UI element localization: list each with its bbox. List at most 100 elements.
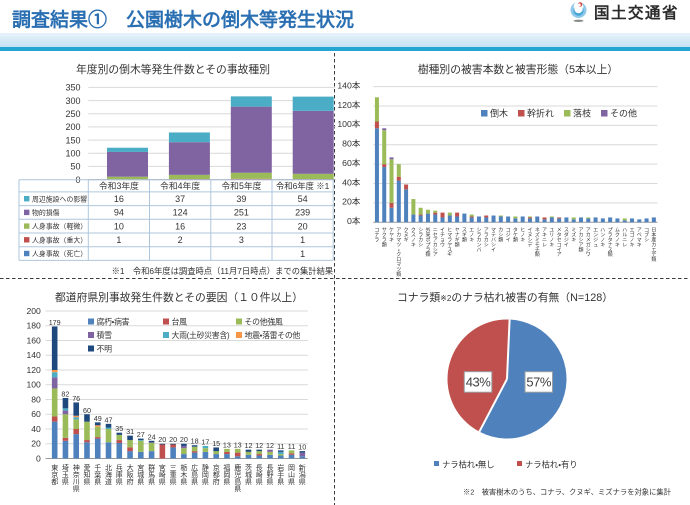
svg-text:鹿児島県: 鹿児島県 xyxy=(234,463,241,493)
svg-text:福岡県: 福岡県 xyxy=(223,463,230,486)
svg-text:スダジイ: スダジイ xyxy=(564,228,569,249)
svg-text:三重県: 三重県 xyxy=(170,464,177,486)
svg-text:94: 94 xyxy=(114,208,124,218)
svg-text:20: 20 xyxy=(31,439,41,449)
svg-text:アカマツ・クロマツ類: アカマツ・クロマツ類 xyxy=(396,228,401,278)
svg-text:0: 0 xyxy=(36,453,41,463)
svg-text:179: 179 xyxy=(49,318,61,327)
svg-text:20: 20 xyxy=(298,221,308,231)
svg-text:物的損傷: 物的損傷 xyxy=(32,208,60,217)
svg-text:ニセアカシア: ニセアカシア xyxy=(433,228,438,259)
svg-text:人身事故（軽微）: 人身事故（軽微） xyxy=(32,222,87,231)
svg-text:幹折れ: 幹折れ xyxy=(527,108,554,119)
svg-text:350: 350 xyxy=(65,83,80,93)
svg-text:ナラ枯れ・有り: ナラ枯れ・有り xyxy=(525,460,578,470)
svg-text:13: 13 xyxy=(234,440,242,449)
svg-text:15: 15 xyxy=(212,439,220,448)
svg-text:年度別の倒木等発生件数とその事故種別: 年度別の倒木等発生件数とその事故種別 xyxy=(76,62,270,76)
svg-text:コナラ類※2のナラ枯れ被害の有無（N=128）: コナラ類※2のナラ枯れ被害の有無（N=128） xyxy=(397,290,613,304)
svg-text:ナラ枯れ・無し: ナラ枯れ・無し xyxy=(442,460,495,470)
svg-text:北海道: 北海道 xyxy=(105,464,112,486)
svg-text:54: 54 xyxy=(298,194,308,204)
svg-text:ネズミモチ類: ネズミモチ類 xyxy=(535,228,540,259)
svg-text:千葉県: 千葉県 xyxy=(94,463,101,486)
svg-text:宮崎県: 宮崎県 xyxy=(159,463,166,486)
svg-text:60: 60 xyxy=(31,409,41,419)
svg-text:令和3年度: 令和3年度 xyxy=(99,180,139,191)
svg-text:1: 1 xyxy=(116,235,121,245)
svg-text:イチョウ: イチョウ xyxy=(440,228,445,249)
svg-text:12: 12 xyxy=(266,441,274,450)
svg-text:スギ類: スギ類 xyxy=(462,228,467,244)
svg-text:メタセコイア: メタセコイア xyxy=(557,228,562,259)
svg-text:ヒノキ: ヒノキ xyxy=(520,228,525,244)
svg-text:静岡県: 静岡県 xyxy=(202,463,209,486)
svg-text:アラカシ: アラカシ xyxy=(484,228,489,249)
svg-text:10: 10 xyxy=(298,443,306,452)
svg-text:倒木: 倒木 xyxy=(490,108,508,119)
svg-text:京都府: 京都府 xyxy=(213,464,220,486)
svg-text:イヌシデ: イヌシデ xyxy=(527,228,532,249)
svg-text:栃木県: 栃木県 xyxy=(180,463,187,486)
svg-text:アカメガシワ: アカメガシワ xyxy=(586,228,591,259)
svg-text:大雨(土砂災害含): 大雨(土砂災害含) xyxy=(172,330,230,340)
svg-text:1: 1 xyxy=(300,235,305,245)
svg-text:※2 被害樹木のうち、コナラ、クヌギ、ミズナラを対象に集計: ※2 被害樹木のうち、コナラ、クヌギ、ミズナラを対象に集計 xyxy=(463,488,672,497)
svg-text:100: 100 xyxy=(65,149,80,159)
svg-text:80: 80 xyxy=(31,394,41,404)
svg-text:アベマキ: アベマキ xyxy=(637,228,642,249)
svg-text:その他強風: その他強風 xyxy=(245,316,283,326)
svg-text:1: 1 xyxy=(300,249,305,259)
svg-text:40: 40 xyxy=(31,424,41,434)
svg-text:50: 50 xyxy=(70,162,80,172)
svg-text:外来ポプラ類: 外来ポプラ類 xyxy=(425,227,430,259)
svg-text:ユリノキ: ユリノキ xyxy=(549,228,554,249)
svg-text:宮城県: 宮城県 xyxy=(137,463,144,486)
svg-text:不明: 不明 xyxy=(97,344,113,353)
svg-text:群馬県: 群馬県 xyxy=(148,463,155,486)
svg-text:27: 27 xyxy=(137,430,145,439)
svg-text:新潟県: 新潟県 xyxy=(299,463,306,486)
svg-text:落枝: 落枝 xyxy=(573,108,591,119)
svg-text:17: 17 xyxy=(201,438,209,447)
svg-text:台風: 台風 xyxy=(172,316,188,326)
svg-text:神奈川県: 神奈川県 xyxy=(73,463,80,493)
svg-text:3: 3 xyxy=(239,235,244,245)
svg-text:0本: 0本 xyxy=(347,215,361,226)
svg-text:124: 124 xyxy=(173,208,188,218)
svg-text:37: 37 xyxy=(175,194,185,204)
svg-text:200: 200 xyxy=(65,122,80,132)
svg-text:大阪府: 大阪府 xyxy=(127,463,134,486)
svg-text:岡山県: 岡山県 xyxy=(288,464,295,486)
svg-text:タケ類: タケ類 xyxy=(513,227,518,244)
svg-text:16: 16 xyxy=(175,221,185,231)
svg-text:カシ類: カシ類 xyxy=(498,228,503,244)
svg-text:ケヤキ: ケヤキ xyxy=(389,227,394,244)
svg-text:13: 13 xyxy=(223,440,231,449)
svg-text:クヌギ: クヌギ xyxy=(404,228,409,244)
svg-text:都道府県別事故発生件数とその要因（１０件以上）: 都道府県別事故発生件数とその要因（１０件以上） xyxy=(55,290,303,304)
svg-text:その他: その他 xyxy=(610,108,637,119)
svg-text:140: 140 xyxy=(26,350,41,360)
svg-text:腐朽・病害: 腐朽・病害 xyxy=(97,316,130,326)
svg-text:埼玉県: 埼玉県 xyxy=(62,463,69,486)
svg-text:82: 82 xyxy=(61,390,69,399)
svg-text:49: 49 xyxy=(94,414,102,423)
svg-text:アカシア類: アカシア類 xyxy=(578,228,583,254)
svg-text:※1 令和6年度は調査時点（11月7日時点）までの集計結果: ※1 令和6年度は調査時点（11月7日時点）までの集計結果 xyxy=(112,266,334,276)
svg-text:12: 12 xyxy=(255,441,263,450)
svg-text:クスノキ: クスノキ xyxy=(411,228,416,249)
svg-text:茨城県: 茨城県 xyxy=(245,463,252,486)
svg-text:マテバシイ: マテバシイ xyxy=(491,228,496,254)
svg-text:岩手県: 岩手県 xyxy=(277,463,284,486)
svg-text:140本: 140本 xyxy=(337,79,360,90)
svg-text:日本産カエデ類: 日本産カエデ類 xyxy=(651,228,656,263)
svg-text:35: 35 xyxy=(115,424,123,433)
svg-text:20: 20 xyxy=(169,435,177,444)
svg-text:サクラ類: サクラ類 xyxy=(382,228,387,249)
svg-text:令和5年度: 令和5年度 xyxy=(221,180,261,191)
svg-text:シラカシ: シラカシ xyxy=(418,228,423,249)
svg-text:地震・落雷その他: 地震・落雷その他 xyxy=(245,330,301,340)
svg-text:200: 200 xyxy=(26,306,41,316)
svg-text:ヤナギ類: ヤナギ類 xyxy=(455,228,460,249)
